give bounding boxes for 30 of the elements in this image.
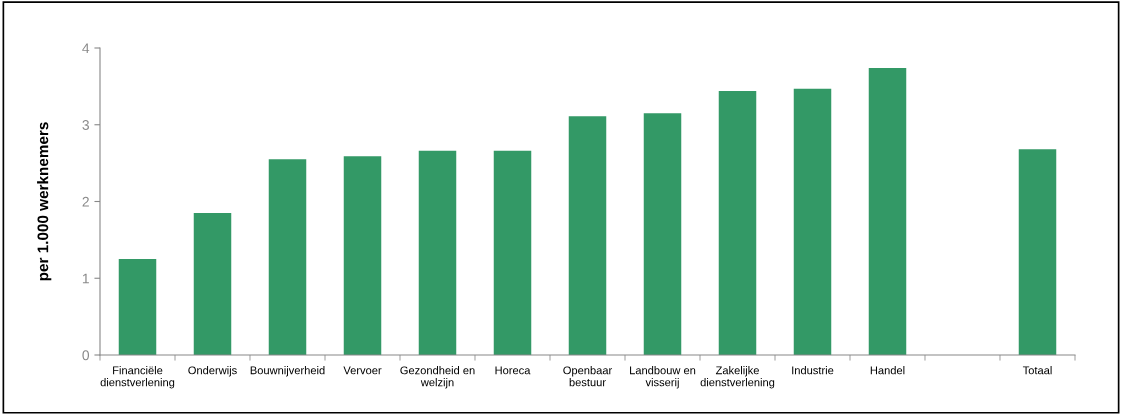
bar bbox=[493, 150, 532, 355]
bar bbox=[343, 156, 382, 355]
y-tick-label: 3 bbox=[82, 120, 89, 130]
x-tick-label: Financiële dienstverlening bbox=[100, 366, 175, 389]
y-tick-label: 4 bbox=[82, 43, 90, 54]
bar bbox=[268, 159, 307, 355]
bar bbox=[718, 90, 757, 355]
bar bbox=[868, 67, 907, 355]
x-tick-label: Gezondheid en welzijn bbox=[400, 366, 475, 389]
y-axis-title: per 1.000 werknemers bbox=[37, 122, 52, 281]
bar bbox=[1018, 149, 1057, 355]
x-tick-label: Landbouw en visserij bbox=[630, 366, 696, 389]
x-tick-label: Onderwijs bbox=[188, 366, 237, 377]
bar bbox=[793, 88, 832, 355]
x-tick-label: Openbaar bestuur bbox=[563, 366, 613, 387]
y-tick-label: 1 bbox=[82, 273, 89, 284]
x-tick-label: Handel bbox=[870, 366, 905, 375]
y-tick-label: 0 bbox=[82, 350, 90, 361]
bar bbox=[418, 150, 457, 355]
x-tick-label: Bouwnijverheid bbox=[250, 366, 325, 377]
x-tick-label: Vervoer bbox=[343, 366, 382, 375]
bar bbox=[643, 113, 682, 355]
x-tick-label: Horeca bbox=[495, 366, 531, 375]
x-tick-label: Industrie bbox=[792, 366, 834, 375]
bar bbox=[118, 259, 157, 355]
y-tick-label: 2 bbox=[82, 196, 89, 207]
x-tick-label: Zakelijke dienstverlening bbox=[700, 366, 775, 389]
bar bbox=[193, 213, 232, 355]
x-tick-label: Totaal bbox=[1022, 366, 1052, 375]
bar bbox=[568, 116, 607, 355]
